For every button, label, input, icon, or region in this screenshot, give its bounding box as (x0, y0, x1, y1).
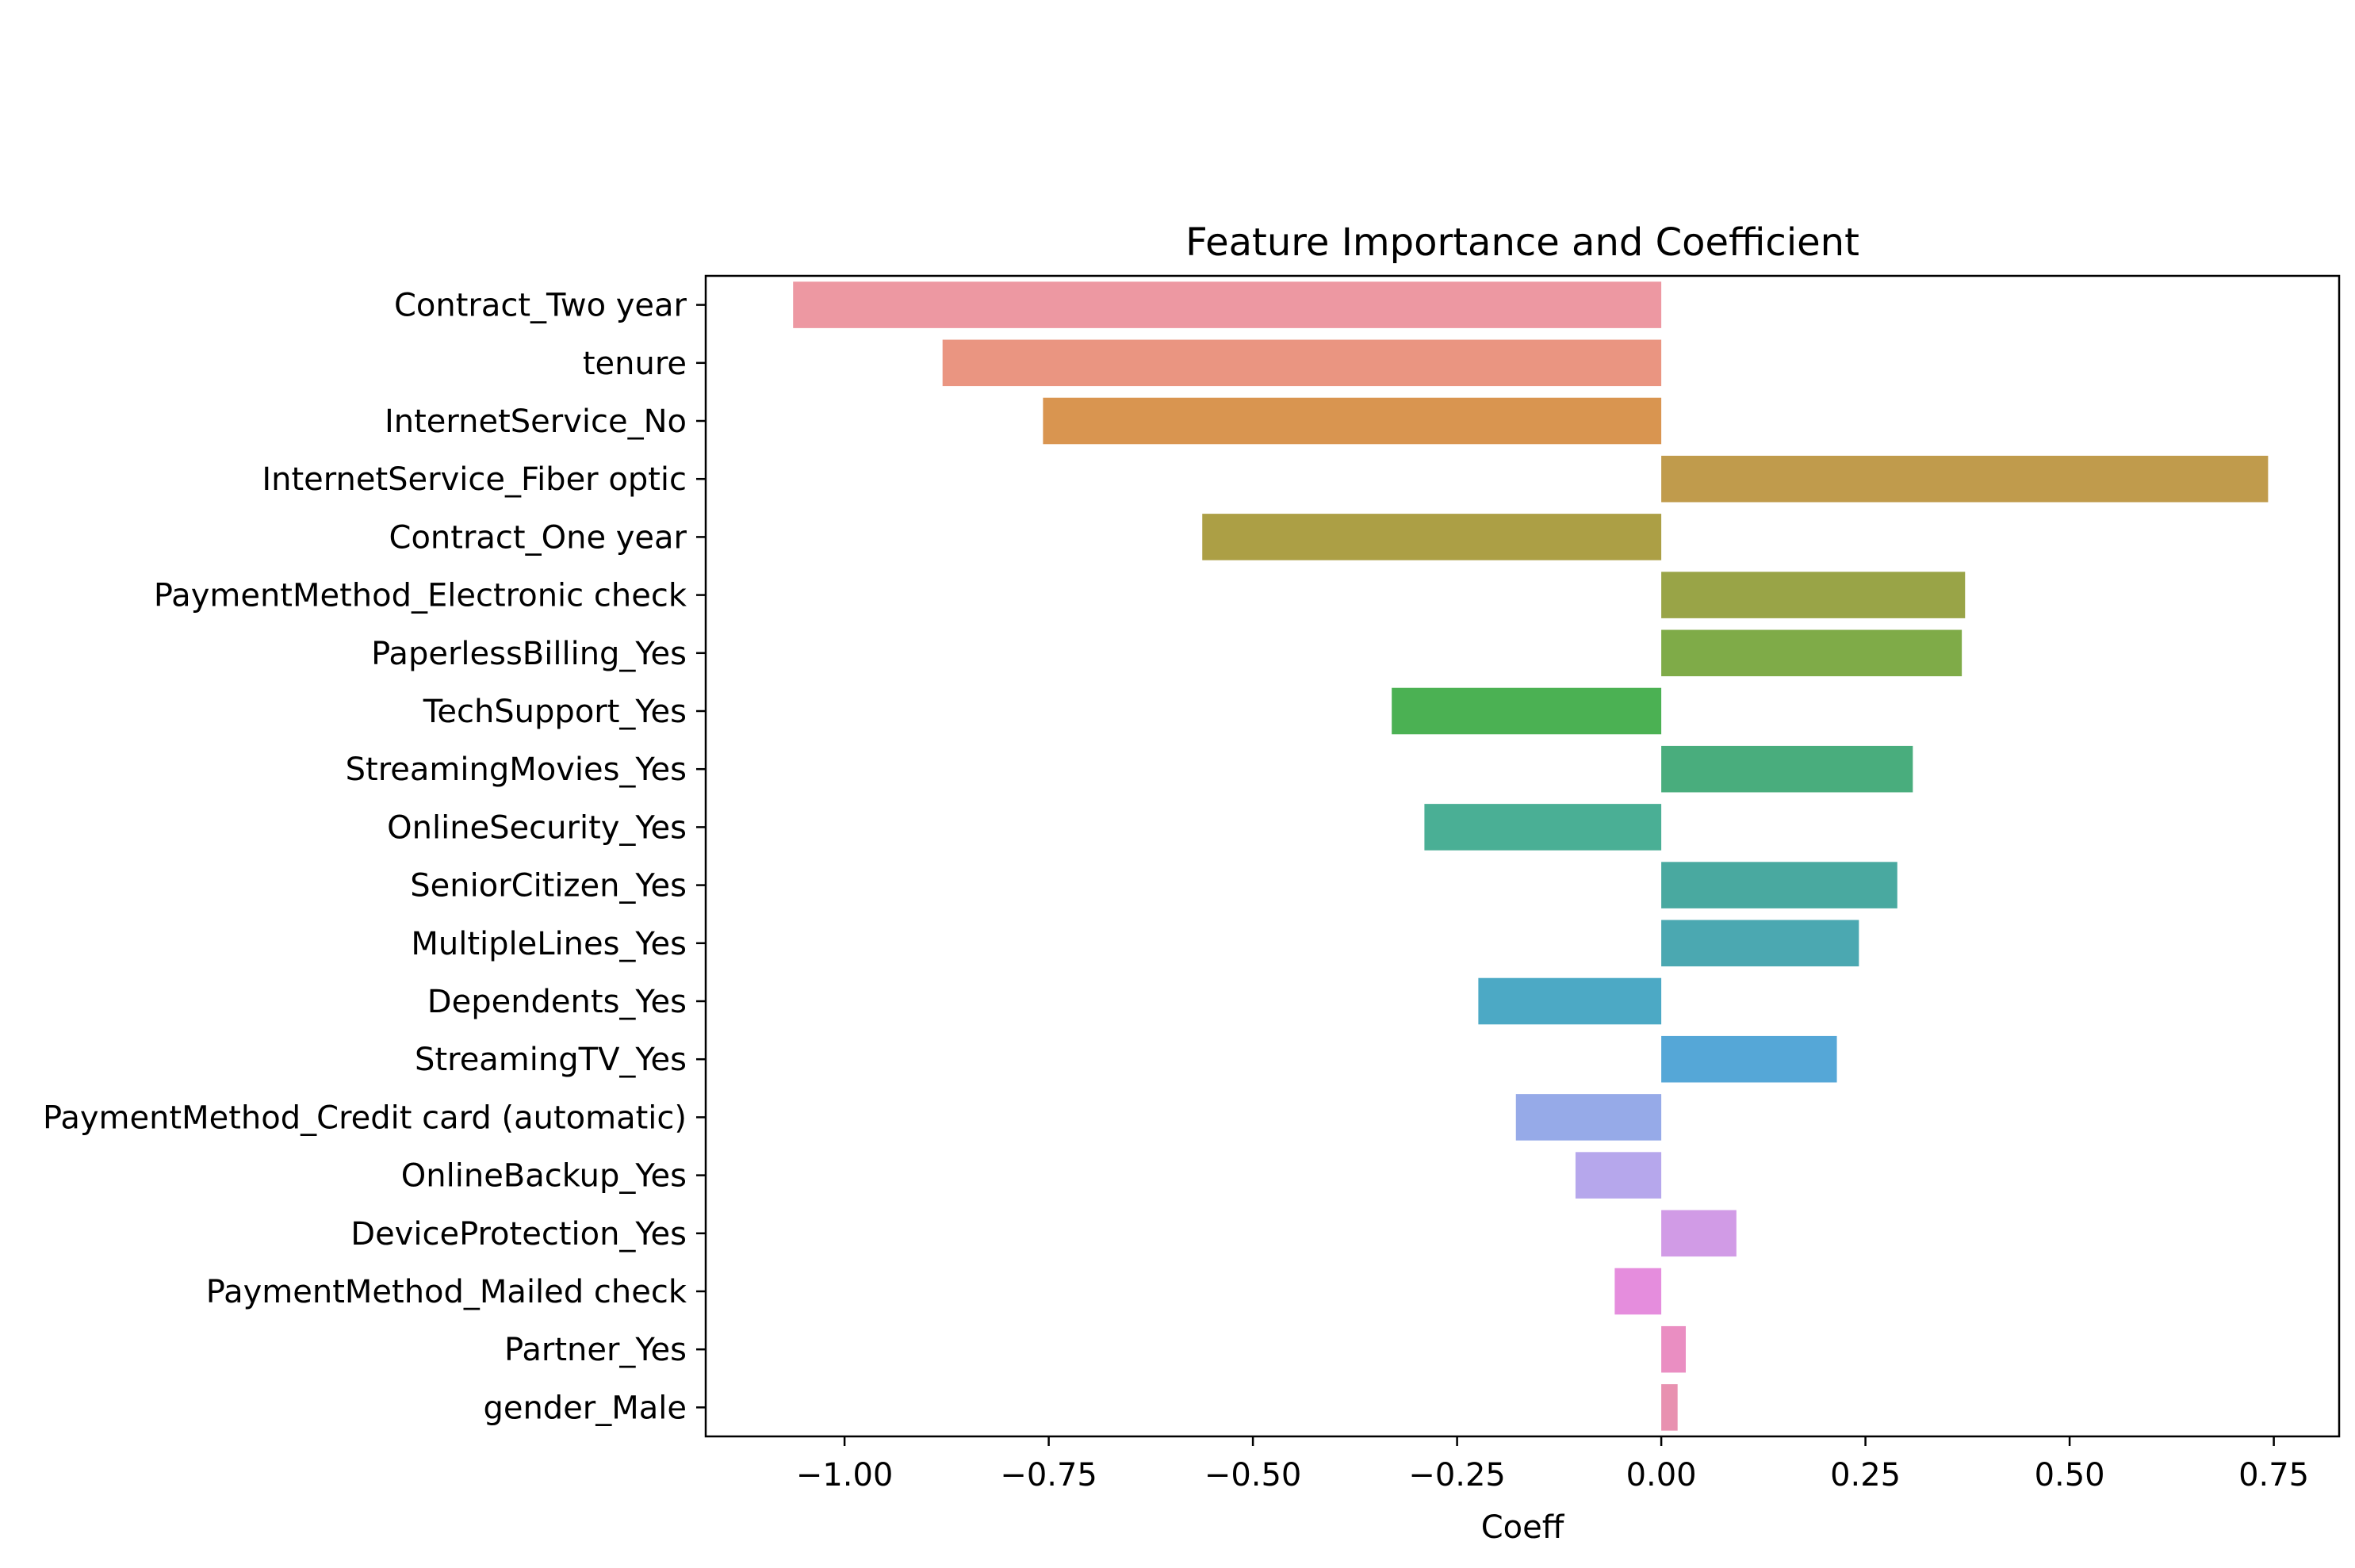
x-axis-ticks: −1.00 −0.75 −0.50 −0.25 0.00 0.25 0.50 0.75 (796, 1436, 2309, 1493)
plot-frame (704, 274, 2341, 1438)
y-tick-label: PaymentMethod_Credit card (automatic) (43, 1100, 687, 1136)
bar (1515, 1094, 1662, 1141)
x-tick-label: 0.25 (1830, 1457, 1901, 1493)
y-tick-label: TechSupport_Yes (423, 694, 687, 730)
bar (1661, 629, 1962, 677)
y-tick-label: PaperlessBilling_Yes (371, 636, 687, 672)
bar (1661, 572, 1966, 618)
x-tick-label: −0.25 (1408, 1457, 1506, 1493)
bar (1575, 1152, 1662, 1199)
y-tick-label: InternetService_No (385, 403, 687, 440)
y-tick-label: PaymentMethod_Electronic check (154, 578, 687, 614)
bar (1424, 804, 1662, 851)
bar (1661, 1325, 1686, 1373)
bar (1661, 1035, 1837, 1083)
x-tick-label: −0.75 (1000, 1457, 1097, 1493)
x-tick-label: −0.50 (1204, 1457, 1302, 1493)
y-tick-label: Dependents_Yes (427, 984, 687, 1020)
y-tick-label: OnlineSecurity_Yes (387, 809, 687, 846)
y-tick-label: OnlineBackup_Yes (401, 1158, 687, 1195)
y-tick-label: PaymentMethod_Mailed check (206, 1274, 687, 1310)
bar (1202, 514, 1662, 560)
x-tick-label: 0.00 (1626, 1457, 1697, 1493)
bar (942, 339, 1662, 387)
y-tick-label: tenure (583, 346, 687, 382)
x-tick-label: 0.75 (2238, 1457, 2309, 1493)
y-tick-label: Contract_One year (389, 519, 687, 556)
bar (793, 281, 1662, 328)
x-tick-label: 0.50 (2035, 1457, 2105, 1493)
bar (1661, 1210, 1737, 1257)
bar (1661, 745, 1913, 793)
y-tick-label: InternetService_Fiber optic (262, 461, 687, 498)
chart-title: Feature Importance and Coefficient (1185, 220, 1859, 265)
y-tick-label: Partner_Yes (504, 1332, 687, 1368)
y-tick-label: gender_Male (483, 1390, 687, 1426)
bar (1661, 920, 1859, 967)
y-tick-label: StreamingTV_Yes (415, 1042, 687, 1078)
bar (1661, 455, 2269, 503)
y-tick-label: MultipleLines_Yes (411, 926, 687, 962)
bars (793, 281, 2269, 1431)
y-tick-label: SeniorCitizen_Yes (410, 868, 687, 904)
y-tick-label: StreamingMovies_Yes (346, 751, 687, 788)
y-tick-label: DeviceProtection_Yes (350, 1216, 687, 1252)
x-tick-label: −1.00 (796, 1457, 894, 1493)
x-axis-label: Coeff (1481, 1509, 1565, 1546)
y-axis-ticks: Contract_Two year tenure InternetService_N… (43, 288, 706, 1426)
bar (1392, 687, 1662, 735)
bar (1614, 1268, 1662, 1315)
y-tick-label: Contract_Two year (394, 288, 687, 324)
bar (1661, 1384, 1678, 1431)
bar (1478, 977, 1662, 1025)
bar (1043, 397, 1662, 445)
bar (1661, 862, 1897, 908)
